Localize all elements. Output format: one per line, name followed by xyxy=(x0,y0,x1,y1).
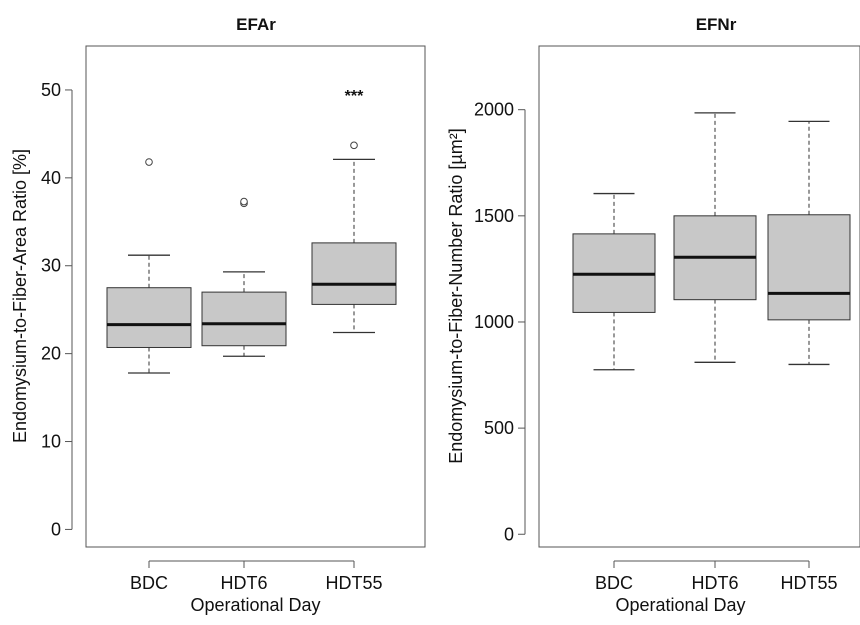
y-tick-label: 1000 xyxy=(474,312,514,332)
significance-annotation: *** xyxy=(345,88,364,105)
y-tick-label: 0 xyxy=(504,524,514,544)
chart-title: EFAr xyxy=(236,15,276,34)
y-tick-label: 10 xyxy=(41,432,61,452)
plot-frame xyxy=(538,45,860,548)
iqr-box xyxy=(106,287,192,348)
x-tick-label: HDT6 xyxy=(220,573,267,593)
x-axis-label: Operational Day xyxy=(190,595,320,615)
y-tick-label: 40 xyxy=(41,168,61,188)
y-tick-label: 2000 xyxy=(474,100,514,120)
y-axis-label: Endomysium-to-Fiber-Number Ratio [µm²] xyxy=(446,128,466,463)
x-tick-label: HDT55 xyxy=(780,573,837,593)
outlier-point xyxy=(145,158,153,166)
y-tick-label: 30 xyxy=(41,256,61,276)
plot-frame xyxy=(85,45,426,548)
box-hdt55 xyxy=(311,141,397,334)
iqr-box xyxy=(767,214,851,321)
y-tick-label: 500 xyxy=(484,418,514,438)
y-tick-label: 1500 xyxy=(474,206,514,226)
y-axis-label: Endomysium-to-Fiber-Area Ratio [%] xyxy=(10,149,30,443)
chart-title: EFNr xyxy=(696,15,737,34)
y-tick-label: 20 xyxy=(41,344,61,364)
x-axis-label: Operational Day xyxy=(615,595,745,615)
box-bdc xyxy=(572,192,656,371)
x-tick-label: BDC xyxy=(130,573,168,593)
outlier-point xyxy=(240,197,248,206)
y-tick-label: 50 xyxy=(41,80,61,100)
box-hdt55 xyxy=(767,120,851,366)
box-hdt6 xyxy=(673,112,757,363)
x-tick-label: HDT6 xyxy=(691,573,738,593)
x-tick-label: HDT55 xyxy=(325,573,382,593)
y-tick-label: 0 xyxy=(51,519,61,539)
outlier-point xyxy=(350,141,358,150)
box-bdc xyxy=(106,158,192,374)
x-tick-label: BDC xyxy=(595,573,633,593)
chart-panel-1: EFNr 0 500 1000 1500 2000 BDC HDT6 HDT55 Operatio… xyxy=(446,15,860,615)
iqr-box xyxy=(311,242,397,305)
box-hdt6 xyxy=(201,197,287,357)
iqr-box xyxy=(201,291,287,347)
